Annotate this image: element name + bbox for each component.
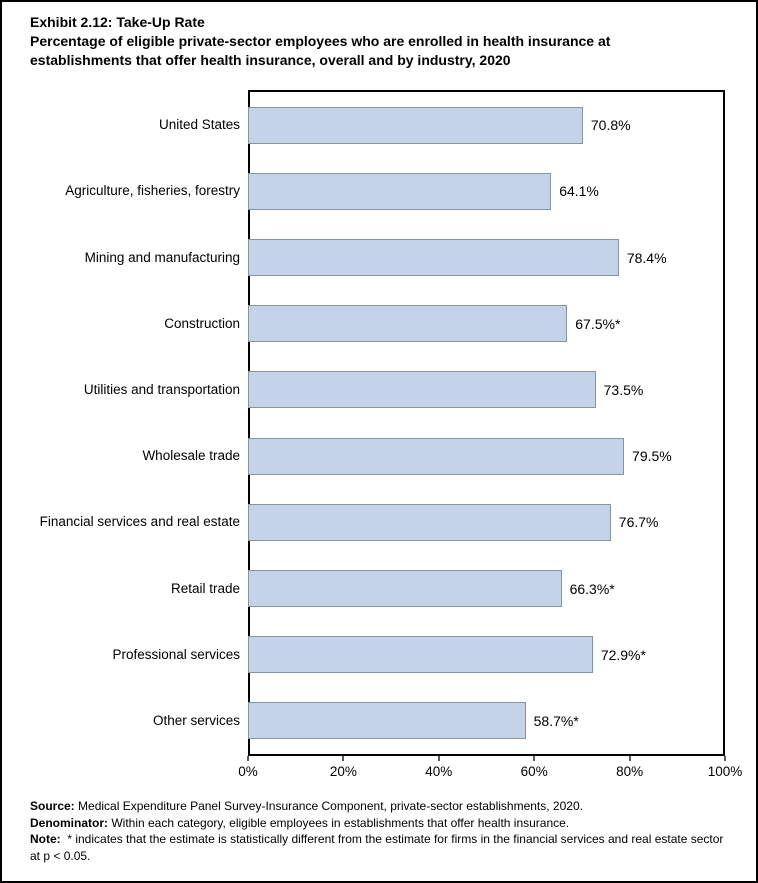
bar-track: 67.5%* bbox=[248, 291, 721, 357]
axis-tick-label: 0% bbox=[238, 764, 258, 779]
axis-tick-label: 100% bbox=[707, 764, 743, 779]
axis-tick bbox=[437, 756, 440, 761]
category-label: Agriculture, fisheries, forestry bbox=[65, 183, 240, 199]
category-label: Construction bbox=[164, 315, 240, 331]
chart-row: Agriculture, fisheries, forestry 64.1% bbox=[2, 158, 756, 224]
x-axis: 0% 20% 40% 60% 80% 100% bbox=[238, 756, 742, 788]
category-label: Retail trade bbox=[170, 580, 240, 596]
bar-track: 66.3%* bbox=[248, 555, 721, 621]
category-label: Other services bbox=[152, 712, 240, 728]
footnote-line: Note: * indicates that the estimate is s… bbox=[30, 831, 736, 864]
bar-track: 76.7% bbox=[248, 489, 721, 555]
bar-track: 73.5% bbox=[248, 357, 721, 423]
chart-row: Other services 58.7%* bbox=[2, 688, 756, 754]
chart-row: Utilities and transportation 73.5% bbox=[2, 357, 756, 423]
title-block: Exhibit 2.12: Take-Up Rate Percentage of… bbox=[30, 13, 702, 70]
footnotes: Source: Medical Expenditure Panel Survey… bbox=[30, 798, 736, 864]
chart-row: Retail trade 66.3%* bbox=[2, 555, 756, 621]
bar-track: 72.9%* bbox=[248, 622, 721, 688]
category-label: Financial services and real estate bbox=[39, 514, 240, 530]
bar-track: 58.7%* bbox=[248, 688, 721, 754]
exhibit-title: Exhibit 2.12: Take-Up Rate bbox=[30, 14, 205, 30]
value-label: 67.5%* bbox=[575, 315, 621, 332]
axis-tick-label: 60% bbox=[520, 764, 548, 779]
bar bbox=[248, 503, 611, 541]
axis-tick bbox=[533, 756, 536, 761]
footnote-text: * indicates that the estimate is statist… bbox=[30, 832, 727, 863]
chart-row: Wholesale trade 79.5% bbox=[2, 423, 756, 489]
category-label: United States bbox=[158, 117, 240, 133]
value-label: 58.7%* bbox=[533, 712, 579, 729]
bar-track: 78.4% bbox=[248, 224, 721, 290]
category-label: Utilities and transportation bbox=[83, 381, 240, 397]
bar bbox=[248, 106, 583, 144]
footnote-label: Source: bbox=[30, 799, 75, 813]
value-label: 72.9%* bbox=[600, 646, 646, 663]
axis-tick bbox=[247, 756, 249, 761]
bar bbox=[248, 570, 562, 608]
exhibit-subtitle: Percentage of eligible private-sector em… bbox=[30, 33, 611, 68]
bar-track: 64.1% bbox=[248, 158, 721, 224]
value-label: 78.4% bbox=[626, 249, 667, 266]
axis-tick bbox=[628, 756, 631, 761]
axis-tick bbox=[724, 756, 726, 761]
category-label: Professional services bbox=[112, 646, 240, 662]
bar bbox=[248, 172, 552, 210]
value-label: 76.7% bbox=[618, 514, 659, 531]
value-label: 70.8% bbox=[590, 117, 631, 134]
footnote-text: Medical Expenditure Panel Survey-Insuran… bbox=[74, 799, 583, 813]
bar bbox=[248, 437, 625, 475]
category-label: Wholesale trade bbox=[142, 448, 240, 464]
bar bbox=[248, 239, 619, 276]
chart-row: Construction 67.5%* bbox=[2, 291, 756, 357]
bar bbox=[248, 371, 596, 409]
value-label: 66.3%* bbox=[569, 580, 615, 597]
footnote-text: Within each category, eligible employees… bbox=[108, 815, 570, 830]
bar bbox=[248, 636, 593, 674]
footnote-label: Denominator: bbox=[30, 815, 108, 830]
value-label: 73.5% bbox=[603, 381, 644, 398]
footnote-line: Denominator: Within each category, eligi… bbox=[30, 815, 736, 832]
value-label: 64.1% bbox=[559, 183, 599, 200]
value-label: 79.5% bbox=[632, 448, 672, 465]
axis-tick-label: 20% bbox=[329, 764, 357, 779]
axis-tick bbox=[342, 756, 345, 761]
bar bbox=[248, 702, 526, 740]
axis-tick-label: 80% bbox=[616, 764, 644, 779]
chart-row: Mining and manufacturing 78.4% bbox=[2, 224, 756, 290]
footnote-label: Note: bbox=[30, 832, 61, 846]
chart-row: Financial services and real estate 76.7% bbox=[2, 489, 756, 555]
bar-track: 70.8% bbox=[248, 92, 721, 158]
footnote-line: Source: Medical Expenditure Panel Survey… bbox=[30, 798, 736, 815]
chart-row: United States 70.8% bbox=[2, 92, 756, 158]
bar-track: 79.5% bbox=[248, 423, 721, 489]
bar bbox=[248, 305, 568, 343]
bar-chart: United States 70.8% Agriculture, fisheries… bbox=[2, 92, 756, 754]
category-label: Mining and manufacturing bbox=[84, 249, 240, 265]
chart-row: Professional services 72.9%* bbox=[2, 622, 756, 688]
axis-tick-label: 40% bbox=[425, 764, 453, 779]
